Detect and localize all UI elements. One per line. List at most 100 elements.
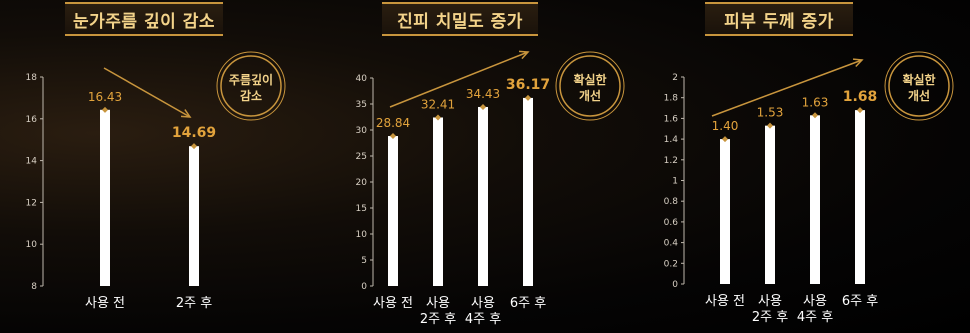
- y-tick-label: 1.4: [664, 135, 679, 145]
- y-tick-label: 40: [356, 74, 368, 84]
- chart-panel-thickness: 피부 두께 증가 0 0.2 0.4 0.6 0.8 1 1.2 1.4 1.6 1.8 2 1.40…: [650, 0, 970, 333]
- trend-arrow-head: [180, 109, 192, 118]
- chart-title-box: 진피 치밀도 증가: [382, 2, 538, 36]
- bar-marker: [812, 112, 818, 119]
- bar: [433, 117, 443, 286]
- y-tick-label: 12: [26, 198, 37, 208]
- bar: [189, 146, 199, 286]
- y-tick-label: 16: [26, 115, 38, 125]
- bar: [810, 115, 820, 284]
- badge-outer-ring: [555, 51, 625, 121]
- y-tick-label: 0.4: [664, 239, 679, 249]
- y-tick-label: 1: [672, 177, 678, 187]
- trend-arrow-head: [852, 58, 864, 68]
- x-category-label: 2주 후: [420, 312, 456, 327]
- badge-label: 확실한: [902, 72, 935, 87]
- y-tick-label: 1.2: [664, 156, 678, 166]
- bar-value-label: 34.43: [466, 87, 500, 101]
- y-tick-label: 30: [356, 126, 368, 136]
- bar-value-label: 1.40: [712, 119, 739, 133]
- chart-title-box: 눈가주름 깊이 감소: [65, 2, 223, 36]
- y-tick-label: 1.8: [664, 94, 679, 104]
- x-category-label: 4주 후: [797, 310, 833, 325]
- trend-arrow-line: [103, 67, 191, 118]
- y-tick-label: 25: [356, 152, 367, 162]
- y-tick-label: 1.6: [664, 114, 679, 124]
- chart-title-box: 피부 두께 증가: [705, 2, 853, 36]
- badge-label: 개선: [579, 88, 601, 103]
- badge-label: 개선: [908, 88, 930, 103]
- y-tick-label: 8: [31, 282, 37, 292]
- y-tick-label: 35: [356, 100, 367, 110]
- badge-inner-ring: [220, 55, 282, 117]
- bar: [765, 125, 775, 285]
- badge-inner-ring: [559, 55, 621, 117]
- bar: [100, 109, 110, 286]
- bar: [720, 139, 730, 284]
- chart-panel-wrinkle: 눈가주름 깊이 감소 8 10 12 14 16 18 16.43 14.69 사용 전 2주 후…: [0, 0, 320, 333]
- x-category-label: 사용: [758, 294, 782, 309]
- x-category-label: 6주 후: [510, 296, 546, 311]
- chart-title: 진피 치밀도 증가: [397, 11, 523, 32]
- badge-outer-ring: [216, 51, 286, 121]
- y-tick-label: 15: [356, 204, 367, 214]
- x-category-label: 6주 후: [842, 294, 878, 309]
- bar-marker: [191, 143, 197, 150]
- bar-value-label: 32.41: [421, 97, 455, 111]
- chart-panel-dermis: 진피 치밀도 증가 0 5 10 15 20 25 30 35 40 28.84 32.41 34.4…: [320, 0, 650, 333]
- bar: [388, 136, 398, 286]
- chart-title: 눈가주름 깊이 감소: [73, 11, 215, 32]
- y-tick-label: 0: [361, 282, 367, 292]
- bar-value-label: 1.63: [802, 95, 829, 109]
- y-tick-label: 0.8: [664, 197, 679, 207]
- bar: [855, 110, 865, 285]
- bar-marker: [102, 106, 108, 113]
- x-category-label: 사용: [471, 296, 495, 311]
- y-tick-label: 0.2: [664, 259, 678, 269]
- bar-marker: [525, 94, 531, 101]
- trend-arrow-line: [389, 51, 529, 108]
- x-category-label: 4주 후: [465, 312, 501, 327]
- y-tick-label: 5: [361, 256, 367, 266]
- x-category-label: 2주 후: [752, 310, 788, 325]
- y-tick-label: 14: [26, 157, 38, 167]
- badge-label: 확실한: [573, 72, 606, 87]
- bar-marker: [435, 114, 441, 121]
- trend-arrow-head: [518, 50, 530, 60]
- y-tick-label: 18: [26, 73, 38, 83]
- x-category-label: 사용 전: [705, 294, 745, 309]
- x-category-label: 2주 후: [176, 296, 212, 311]
- badge-outer-ring: [884, 51, 954, 121]
- y-tick-label: 0: [672, 280, 678, 290]
- bar-value-label: 16.43: [88, 90, 122, 104]
- bar-value-label: 28.84: [376, 116, 410, 130]
- chart-title: 피부 두께 증가: [724, 11, 834, 32]
- badge-label: 감소: [240, 88, 262, 103]
- bar-value-label: 14.69: [172, 125, 216, 141]
- bar: [523, 97, 533, 286]
- bar-value-label: 1.53: [757, 106, 784, 120]
- bar-marker: [857, 107, 863, 114]
- trend-arrow-line: [711, 59, 863, 117]
- y-tick-label: 10: [26, 240, 38, 250]
- bar-value-label: 1.68: [843, 89, 878, 105]
- badge-inner-ring: [888, 55, 950, 117]
- y-tick-label: 0.6: [664, 218, 679, 228]
- x-category-label: 사용: [803, 294, 827, 309]
- badge-label: 주름깊이: [229, 72, 273, 87]
- bar-marker: [480, 103, 486, 110]
- y-tick-label: 20: [356, 178, 368, 188]
- x-category-label: 사용 전: [85, 296, 125, 311]
- x-category-label: 사용 전: [373, 296, 413, 311]
- bar-marker: [722, 136, 728, 143]
- y-tick-label: 2: [672, 73, 678, 83]
- bar-marker: [767, 122, 773, 129]
- x-category-label: 사용: [426, 296, 450, 311]
- chart-svg: 0 5 10 15 20 25 30 35 40 28.84 32.41 34.43 36.17 사용 전…: [356, 50, 625, 327]
- bar-value-label: 36.17: [506, 77, 550, 93]
- y-tick-label: 10: [356, 230, 368, 240]
- bar: [478, 106, 488, 287]
- bar-marker: [390, 133, 396, 140]
- chart-svg: 0 0.2 0.4 0.6 0.8 1 1.2 1.4 1.6 1.8 2 1.40 1.53 1.63 1…: [664, 51, 954, 325]
